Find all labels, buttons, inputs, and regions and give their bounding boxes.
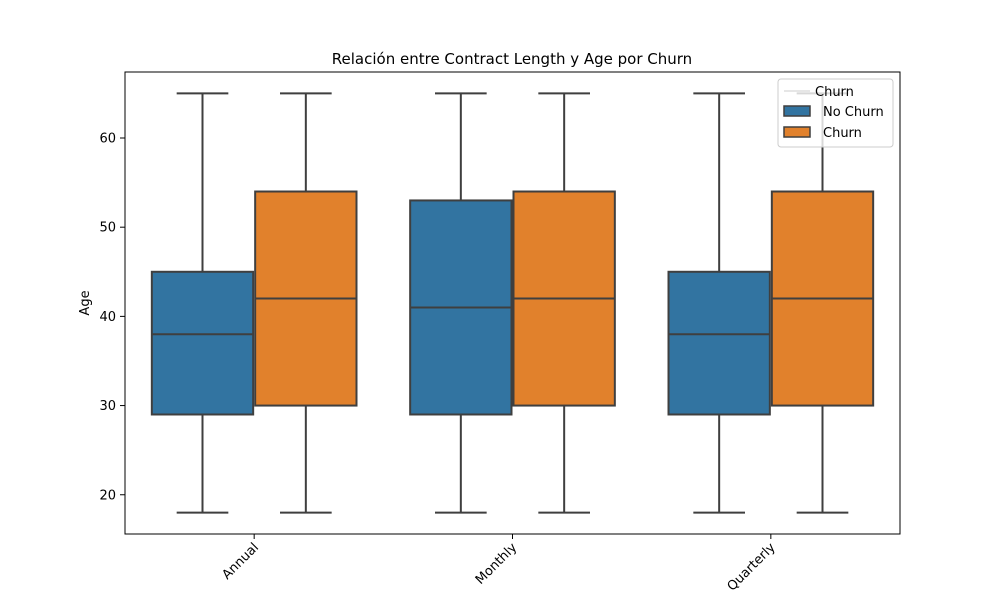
legend-swatch bbox=[783, 126, 811, 138]
box-body bbox=[667, 270, 771, 416]
legend-entry-label: Churn bbox=[823, 126, 862, 141]
box-quarterly-churn bbox=[770, 92, 875, 514]
y-axis-label: Age bbox=[78, 290, 93, 315]
y-tick-label: 60 bbox=[99, 132, 116, 147]
box-monthly-churn bbox=[512, 92, 616, 514]
legend-title: Churn bbox=[815, 85, 854, 100]
plot-area: 20 30 40 50 60 Annual Monthly Quarterly bbox=[99, 71, 901, 594]
chart-title: Relación entre Contract Length y Age por… bbox=[332, 50, 692, 68]
y-tick-label: 20 bbox=[99, 488, 116, 503]
legend-swatch bbox=[783, 105, 811, 117]
x-tick-label: Annual bbox=[219, 540, 262, 583]
x-tick-label: Quarterly bbox=[725, 540, 779, 594]
x-tick-label: Monthly bbox=[473, 540, 521, 588]
y-tick-label: 30 bbox=[99, 399, 116, 414]
legend-entry-label: No Churn bbox=[823, 105, 884, 120]
y-tick-label: 50 bbox=[99, 221, 116, 236]
box-body bbox=[150, 270, 255, 416]
legend: Churn No Churn Churn bbox=[777, 78, 894, 148]
box-annual-no-churn bbox=[150, 92, 255, 514]
box-monthly-no-churn bbox=[409, 92, 513, 514]
box-quarterly-no-churn bbox=[667, 92, 771, 514]
box-annual-churn bbox=[254, 92, 358, 514]
y-tick-label: 40 bbox=[99, 310, 116, 325]
